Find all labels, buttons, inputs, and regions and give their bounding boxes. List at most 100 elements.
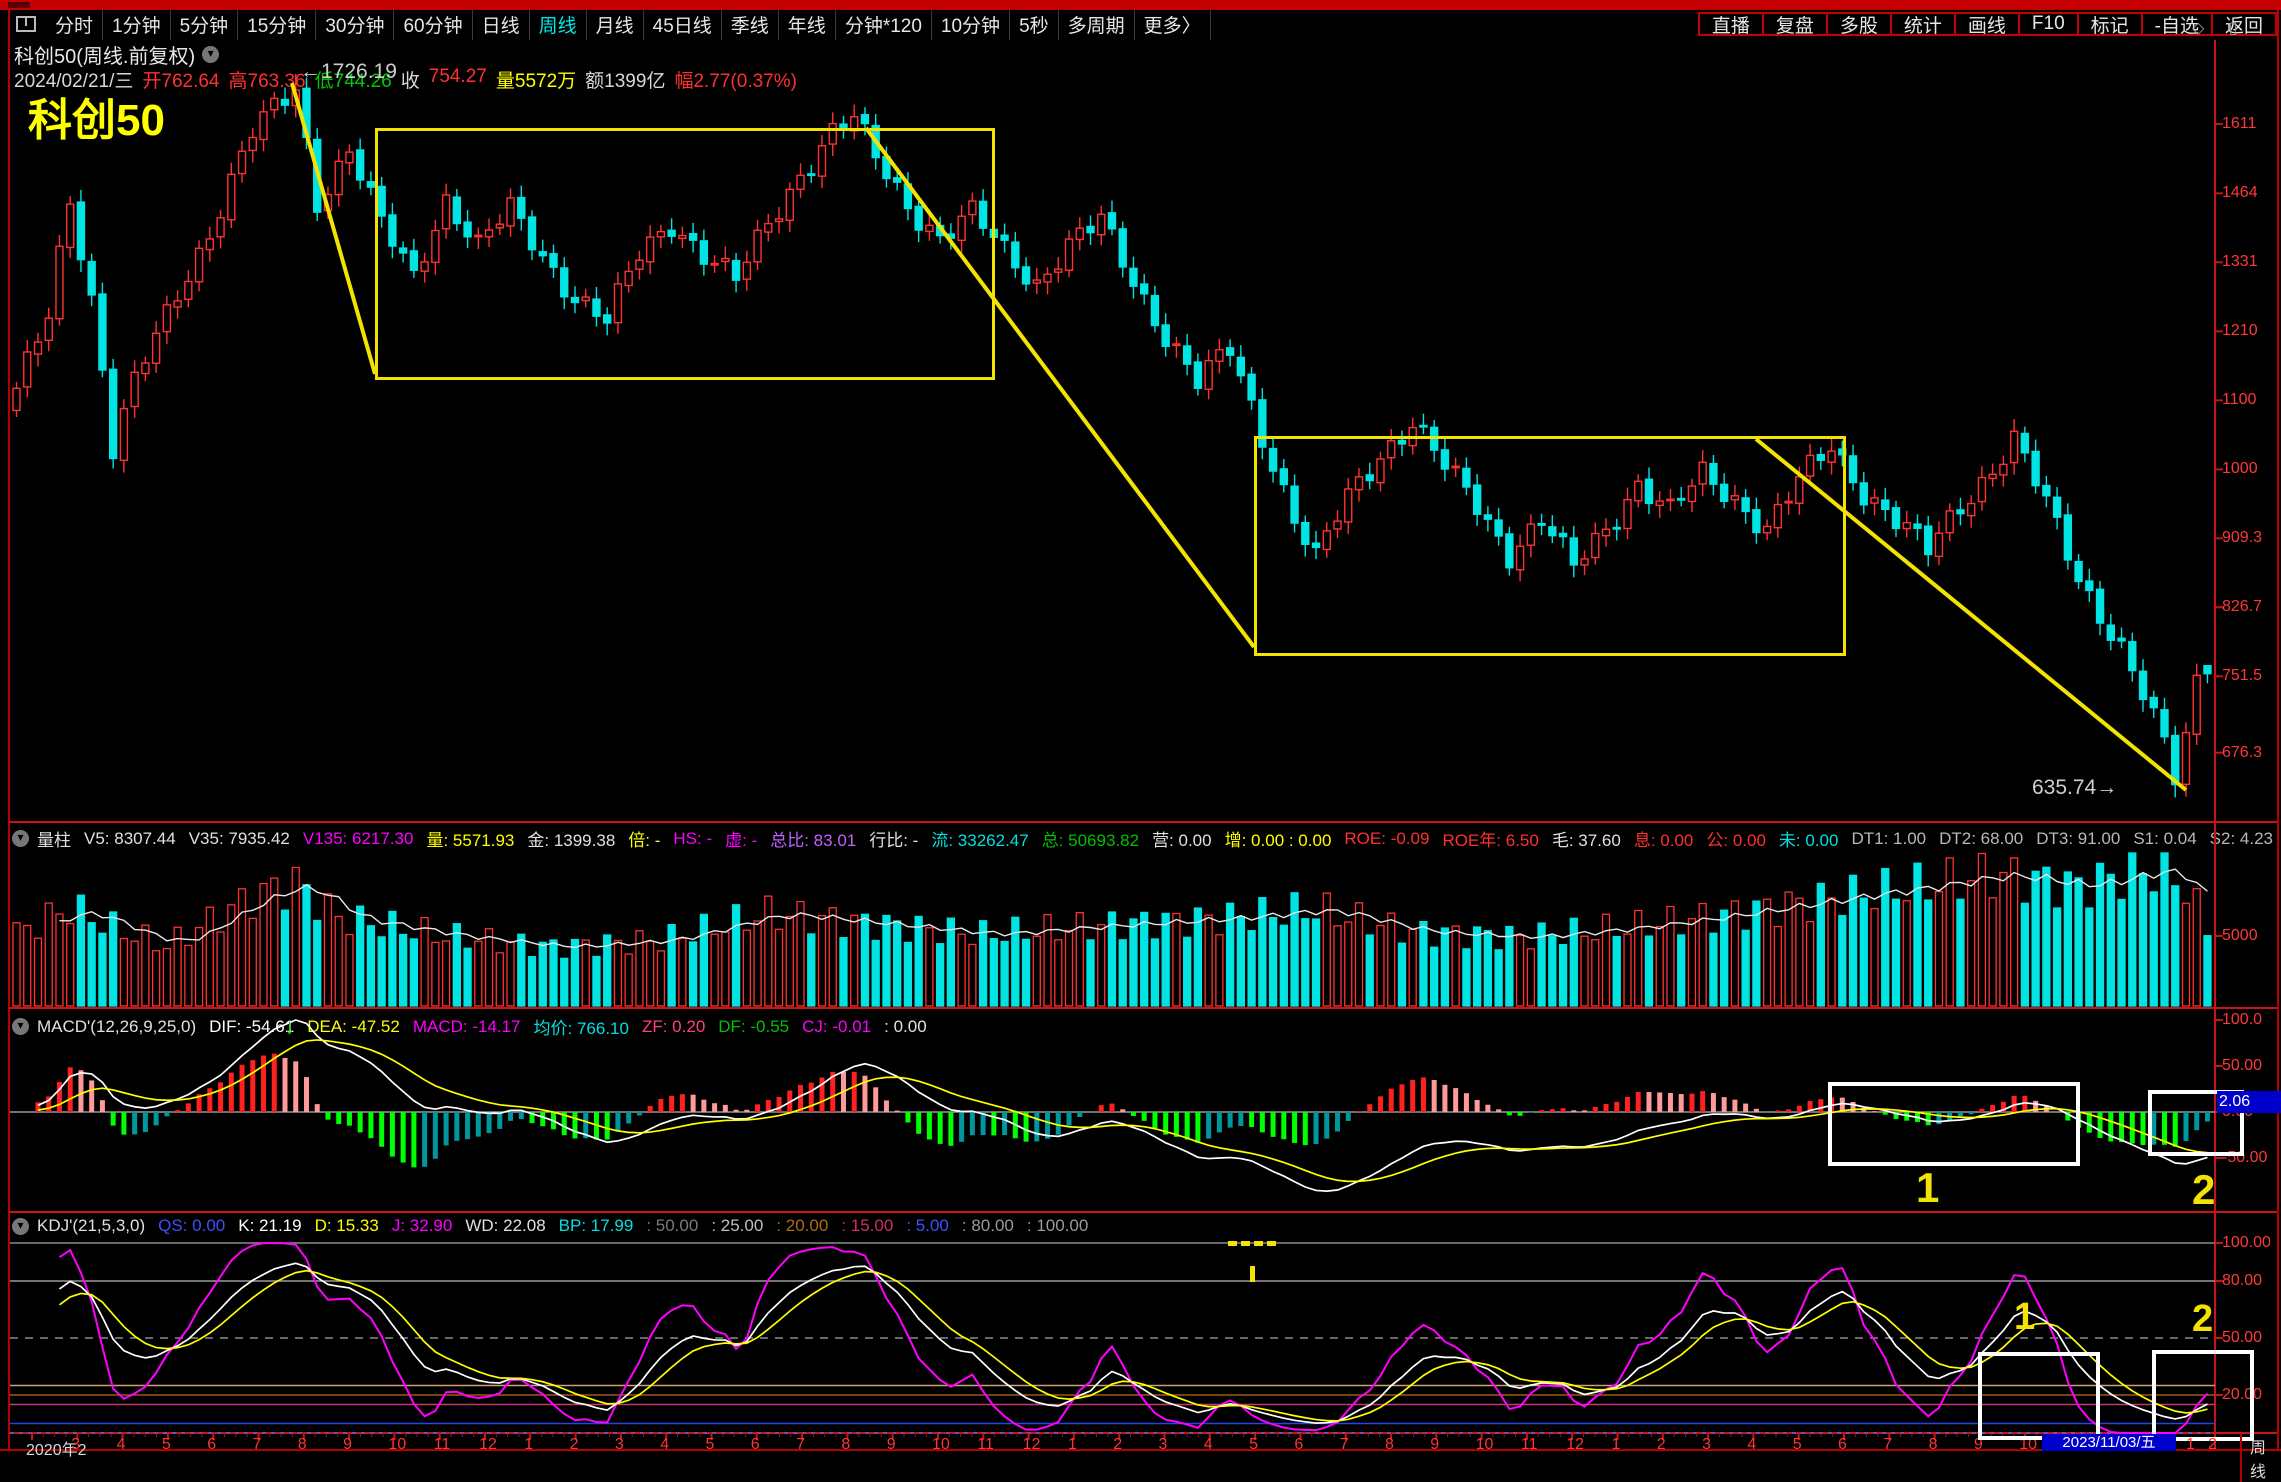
volume-header-segment: 量柱 [37, 831, 71, 850]
time-axis-month: 3 [1702, 1436, 1711, 1453]
trend-line-2 [864, 126, 1256, 649]
volume-header-segment: DT3: 91.00 [2036, 828, 2121, 848]
time-axis-month: 6 [1294, 1436, 1304, 1453]
trend-line-1 [290, 82, 377, 375]
period-tab-12[interactable]: 分钟*120 [836, 8, 932, 40]
time-axis-month: 5 [1792, 1436, 1802, 1453]
kdj-header-segment: WD: 22.08 [465, 1216, 546, 1235]
volume-header-segment: HS: - [673, 828, 713, 848]
time-axis-month: 10 [932, 1436, 950, 1453]
period-tab-0[interactable]: 分时 [46, 8, 104, 40]
volume-header-segment: S2: 4.23 [2209, 828, 2273, 848]
kdj-axis-label: 100.00 [2222, 1234, 2271, 1251]
volume-header-segment: 倍: - [628, 831, 661, 850]
macd-divergence-box-2 [2148, 1090, 2244, 1156]
panel-toggle-icon[interactable]: ▾ [12, 830, 29, 847]
period-tab-3[interactable]: 15分钟 [238, 8, 317, 40]
volume-panel-header[interactable]: ▾ 量柱 V5: 8307.44 V35: 7935.42 V135: 6217.30 量… [12, 826, 2281, 851]
time-axis-month: 9 [1973, 1436, 1983, 1453]
kdj-header-segment: : 5.00 [906, 1216, 949, 1235]
volume-header-segment: ROE年: 6.50 [1442, 831, 1539, 850]
time-axis-month: 1 [2186, 1436, 2195, 1453]
period-tab-15[interactable]: 多周期 [1059, 8, 1135, 40]
period-status-label[interactable]: 周线 [2240, 1434, 2281, 1482]
kdj-divergence-box-2 [2152, 1350, 2254, 1441]
period-tab-11[interactable]: 年线 [779, 8, 836, 40]
period-tab-5[interactable]: 60分钟 [394, 8, 473, 40]
volume-header-segment: 未: 0.00 [1778, 831, 1839, 850]
period-tab-6[interactable]: 日线 [473, 8, 530, 40]
time-axis-month: 7 [1339, 1436, 1349, 1453]
price-axis-label: 1464 [2222, 184, 2258, 202]
kdj-header-segment: D: 15.33 [314, 1216, 379, 1235]
kdj-signal-dash [1228, 1241, 1237, 1246]
kdj-signal-dash [1241, 1241, 1250, 1246]
period-tab-16[interactable]: 更多〉 [1135, 8, 1211, 40]
volume-axis-label: 5000 [2222, 927, 2258, 944]
price-axis-label: 751.5 [2222, 667, 2263, 685]
macd-axis-label: 50.00 [2222, 1057, 2263, 1074]
info-segment: 收 [400, 71, 420, 92]
price-axis-label: 1331 [2222, 253, 2258, 271]
period-tab-14[interactable]: 5秒 [1010, 8, 1059, 40]
period-tab-13[interactable]: 10分钟 [932, 8, 1011, 40]
time-axis-month: 1 [1611, 1436, 1621, 1453]
kdj-header-segment: K: 21.19 [238, 1216, 302, 1235]
kdj-signal-dash [1254, 1241, 1263, 1246]
time-axis-month: 4 [660, 1436, 670, 1453]
trend-line-3 [1754, 437, 2188, 792]
page-title: 科创50(周线.前复权) [14, 46, 196, 68]
window-border-bottom [0, 1449, 2281, 1451]
time-axis-month: 4 [1203, 1436, 1213, 1453]
period-tab-1[interactable]: 1分钟 [103, 8, 171, 40]
time-axis-month: 7 [796, 1436, 805, 1453]
period-tab-2[interactable]: 5分钟 [171, 8, 239, 40]
window-icon[interactable] [16, 16, 36, 32]
volume-header-segment: DT2: 68.00 [1939, 828, 2024, 848]
time-axis-month: 12 [1022, 1436, 1041, 1453]
panel-toggle-icon[interactable]: ▾ [12, 1217, 29, 1235]
window-border-left [8, 10, 10, 1451]
kdj-box-number: 1 [2014, 1296, 2036, 1338]
selected-date-label: 2023/11/03/五 [2042, 1434, 2176, 1451]
kdj-header-segment: : 20.00 [776, 1216, 829, 1235]
kdj-axis-label: 80.00 [2222, 1272, 2263, 1289]
kdj-divergence-box-1 [1978, 1352, 2100, 1440]
macd-sell-arrow-icon: ↓ [284, 1014, 295, 1039]
period-tab-9[interactable]: 45日线 [644, 8, 722, 40]
volume-header-segment: 金: 1399.38 [527, 831, 616, 850]
window-title-strip [0, 0, 2281, 10]
kdj-header-segment: : 100.00 [1026, 1216, 1089, 1235]
volume-header-segment: 虚: - [725, 831, 758, 850]
period-tab-4[interactable]: 30分钟 [316, 8, 395, 40]
macd-header-segment: CJ: -0.01 [802, 1016, 872, 1036]
panel-toggle-icon[interactable]: ▾ [12, 1018, 29, 1035]
info-segment: 低744.26 [314, 71, 392, 92]
time-axis-month: 11 [1520, 1436, 1538, 1453]
macd-latest-value-tag: 2.06 [2217, 1091, 2281, 1113]
period-tab-8[interactable]: 月线 [587, 8, 644, 40]
time-axis-month: 7 [252, 1436, 262, 1453]
time-axis-month: 1 [1067, 1436, 1077, 1453]
info-segment: 幅2.77(0.37%) [674, 71, 797, 92]
macd-header-segment: 均价: 766.10 [533, 1019, 629, 1038]
macd-axis-label: 100.0 [2222, 1011, 2263, 1028]
toolbar-button-8[interactable]: 返回 [2210, 12, 2277, 37]
price-axis-label: 1611 [2222, 115, 2257, 132]
kdj-signal-tick [1250, 1266, 1255, 1282]
chevron-down-icon[interactable]: ▾ [202, 46, 220, 63]
volume-header-segment: V35: 7935.42 [188, 828, 290, 848]
kdj-panel-header[interactable]: ▾ KDJ'(21,5,3,0) QS: 0.00 K: 21.19 D: 15.33 J… [12, 1216, 1101, 1236]
window-border-right [2277, 10, 2279, 1451]
kdj-header-segment: : 50.00 [646, 1216, 699, 1235]
volume-header-segment: 公: 0.00 [1706, 831, 1766, 850]
price-axis-label: 826.7 [2222, 598, 2263, 616]
macd-header-segment: MACD'(12,26,9,25,0) [37, 1016, 197, 1036]
period-tab-10[interactable]: 季线 [722, 8, 779, 40]
time-axis-month: 10 [388, 1436, 407, 1453]
period-tab-7[interactable]: 周线 [530, 8, 587, 40]
time-axis-month: 8 [841, 1436, 851, 1453]
peak-price-note: ←1726.19 [300, 60, 397, 83]
time-axis-month: 9 [886, 1436, 896, 1453]
title-corner-icons[interactable]: ◇ ▯ [2192, 20, 2248, 37]
